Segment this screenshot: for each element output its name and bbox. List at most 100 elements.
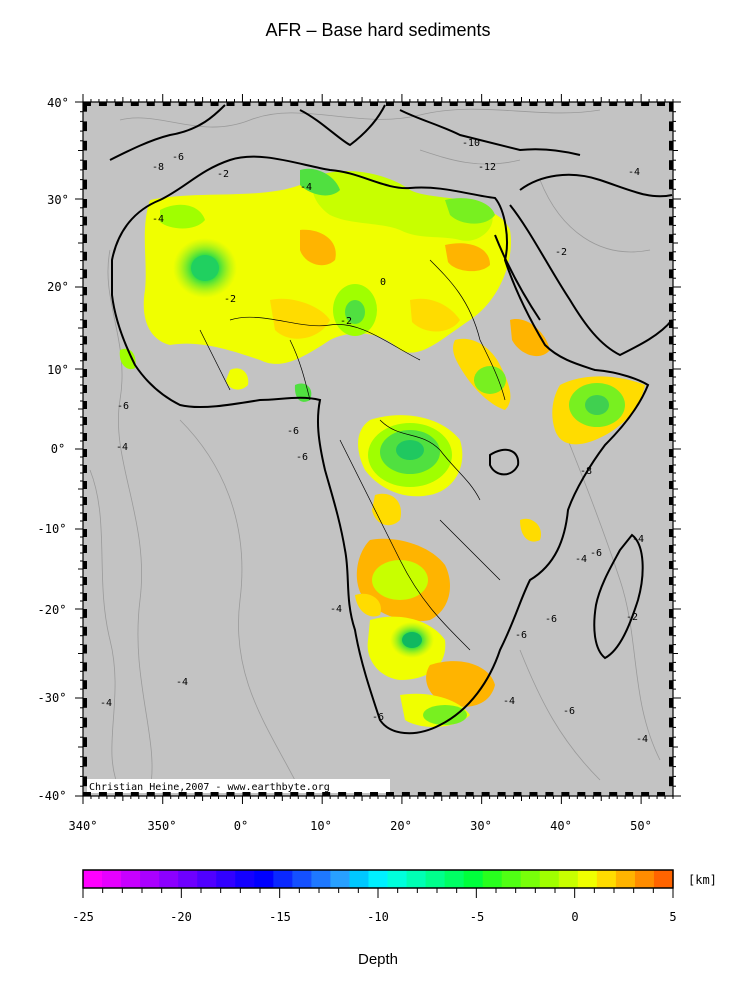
colorbar-cell bbox=[634, 870, 655, 888]
contour-label: -8 bbox=[152, 162, 164, 173]
contour-labels: -2 -4 -4 -6 -8 -10 -12 0 -2 -2 -6 -4 -6 … bbox=[100, 138, 648, 745]
sediment-patches bbox=[119, 168, 645, 727]
lat-label: -30° bbox=[38, 691, 67, 705]
colorbar-cell bbox=[425, 870, 446, 888]
colorbar-cell bbox=[102, 870, 122, 888]
lat-label: 10° bbox=[47, 363, 69, 377]
contour-label: -6 bbox=[117, 401, 129, 412]
contour-label: -2 bbox=[224, 294, 236, 305]
colorbar-cell bbox=[83, 870, 103, 888]
contour-label: -4 bbox=[176, 677, 188, 688]
colorbar-unit: [km] bbox=[688, 873, 717, 887]
contour-label: -4 bbox=[632, 534, 644, 545]
colorbar-cell bbox=[197, 870, 217, 888]
lon-label: 0° bbox=[234, 819, 248, 833]
contour-label: -10 bbox=[462, 138, 480, 149]
contour-label: -6 bbox=[563, 706, 575, 717]
colorbar-tick-label: -10 bbox=[367, 910, 389, 924]
colorbar-cell bbox=[539, 870, 560, 888]
contour-label: -2 bbox=[217, 169, 229, 180]
credit-box bbox=[87, 779, 390, 793]
contour-label: -6 bbox=[515, 630, 527, 641]
africa-coastline bbox=[111, 155, 650, 735]
contour-label: -2 bbox=[555, 247, 567, 258]
map-content: -2 -4 -4 -6 -8 -10 -12 0 -2 -2 -6 -4 -6 … bbox=[87, 104, 673, 793]
contour-label: -6 bbox=[545, 614, 557, 625]
credit-text: Christian Heine,2007 - www.earthbyte.org bbox=[89, 782, 330, 793]
coastlines bbox=[109, 104, 673, 735]
lon-label: 350° bbox=[148, 819, 177, 833]
colorbar-cell bbox=[254, 870, 274, 888]
madagascar-coastline bbox=[593, 533, 644, 660]
contour-label: -4 bbox=[628, 167, 640, 178]
lat-label: 40° bbox=[47, 96, 69, 110]
lat-label: 20° bbox=[47, 280, 69, 294]
colorbar-cell bbox=[330, 870, 351, 888]
lon-label: 20° bbox=[390, 819, 412, 833]
colorbar-cell bbox=[349, 870, 370, 888]
colorbar-cell bbox=[368, 870, 389, 888]
lon-label: 30° bbox=[470, 819, 492, 833]
map-frame bbox=[75, 94, 681, 804]
contour-label: -6 bbox=[296, 452, 308, 463]
contour-label: -6 bbox=[172, 152, 184, 163]
contour-label: -4 bbox=[636, 734, 648, 745]
colorbar-tick-label: 5 bbox=[669, 910, 676, 924]
arabia-coastline bbox=[509, 204, 673, 357]
colorbar-tick-label: -20 bbox=[170, 910, 192, 924]
contour-label: -4 bbox=[100, 698, 112, 709]
colorbar-cell bbox=[653, 870, 674, 888]
lat-label: 0° bbox=[51, 442, 65, 456]
longitude-labels: 340° 350° 0° 10° 20° 30° 40° 50° bbox=[69, 819, 652, 833]
colorbar-label: Depth bbox=[358, 951, 398, 968]
colorbar-tick-label: 0 bbox=[571, 910, 578, 924]
contour-label: -6 bbox=[287, 426, 299, 437]
colorbar-ticks bbox=[82, 888, 674, 898]
colorbar-cell bbox=[159, 870, 179, 888]
lake-victoria bbox=[489, 448, 520, 476]
contour-label: -4 bbox=[330, 604, 342, 615]
colorbar-cell bbox=[444, 870, 465, 888]
contour-label: 0 bbox=[380, 277, 386, 288]
colorbar-tick-label: -15 bbox=[269, 910, 291, 924]
lat-label: -40° bbox=[38, 789, 67, 803]
europe-coastline bbox=[109, 104, 581, 161]
colorbar-cell bbox=[615, 870, 636, 888]
colorbar-cell bbox=[596, 870, 617, 888]
colorbar-cell bbox=[121, 870, 141, 888]
colorbar-cell bbox=[520, 870, 541, 888]
colorbar-tick-label: -5 bbox=[470, 910, 484, 924]
colorbar-cell bbox=[501, 870, 522, 888]
map-title: AFR – Base hard sediments bbox=[265, 20, 490, 40]
contour-label: -8 bbox=[580, 466, 592, 477]
lat-label: -20° bbox=[38, 603, 67, 617]
colorbar-cell bbox=[463, 870, 484, 888]
lon-label: 10° bbox=[310, 819, 332, 833]
lon-label: 50° bbox=[630, 819, 652, 833]
contour-label: -4 bbox=[116, 442, 128, 453]
contour-label: -4 bbox=[575, 554, 587, 565]
colorbar-cells bbox=[83, 870, 674, 888]
contour-label: -2 bbox=[626, 612, 638, 623]
colorbar-cell bbox=[216, 870, 236, 888]
contour-label: -6 bbox=[590, 548, 602, 559]
contour-label: -4 bbox=[300, 182, 312, 193]
colorbar-cell bbox=[406, 870, 427, 888]
colorbar-tick-label: -25 bbox=[72, 910, 94, 924]
lon-label: 340° bbox=[69, 819, 98, 833]
colorbar-cell bbox=[235, 870, 255, 888]
colorbar-cell bbox=[140, 870, 160, 888]
colorbar-cell bbox=[577, 870, 598, 888]
lat-label: 30° bbox=[47, 193, 69, 207]
colorbar-cell bbox=[558, 870, 579, 888]
contour-label: -6 bbox=[372, 712, 384, 723]
colorbar-tick-labels: -25 -20 -15 -10 -5 0 5 bbox=[72, 910, 676, 924]
contour-label: -12 bbox=[478, 162, 496, 173]
rivers-borders bbox=[199, 259, 506, 651]
contour-label: -4 bbox=[503, 696, 515, 707]
lat-label: -10° bbox=[38, 522, 67, 536]
lon-label: 40° bbox=[550, 819, 572, 833]
colorbar-cell bbox=[311, 870, 332, 888]
colorbar-cell bbox=[292, 870, 312, 888]
